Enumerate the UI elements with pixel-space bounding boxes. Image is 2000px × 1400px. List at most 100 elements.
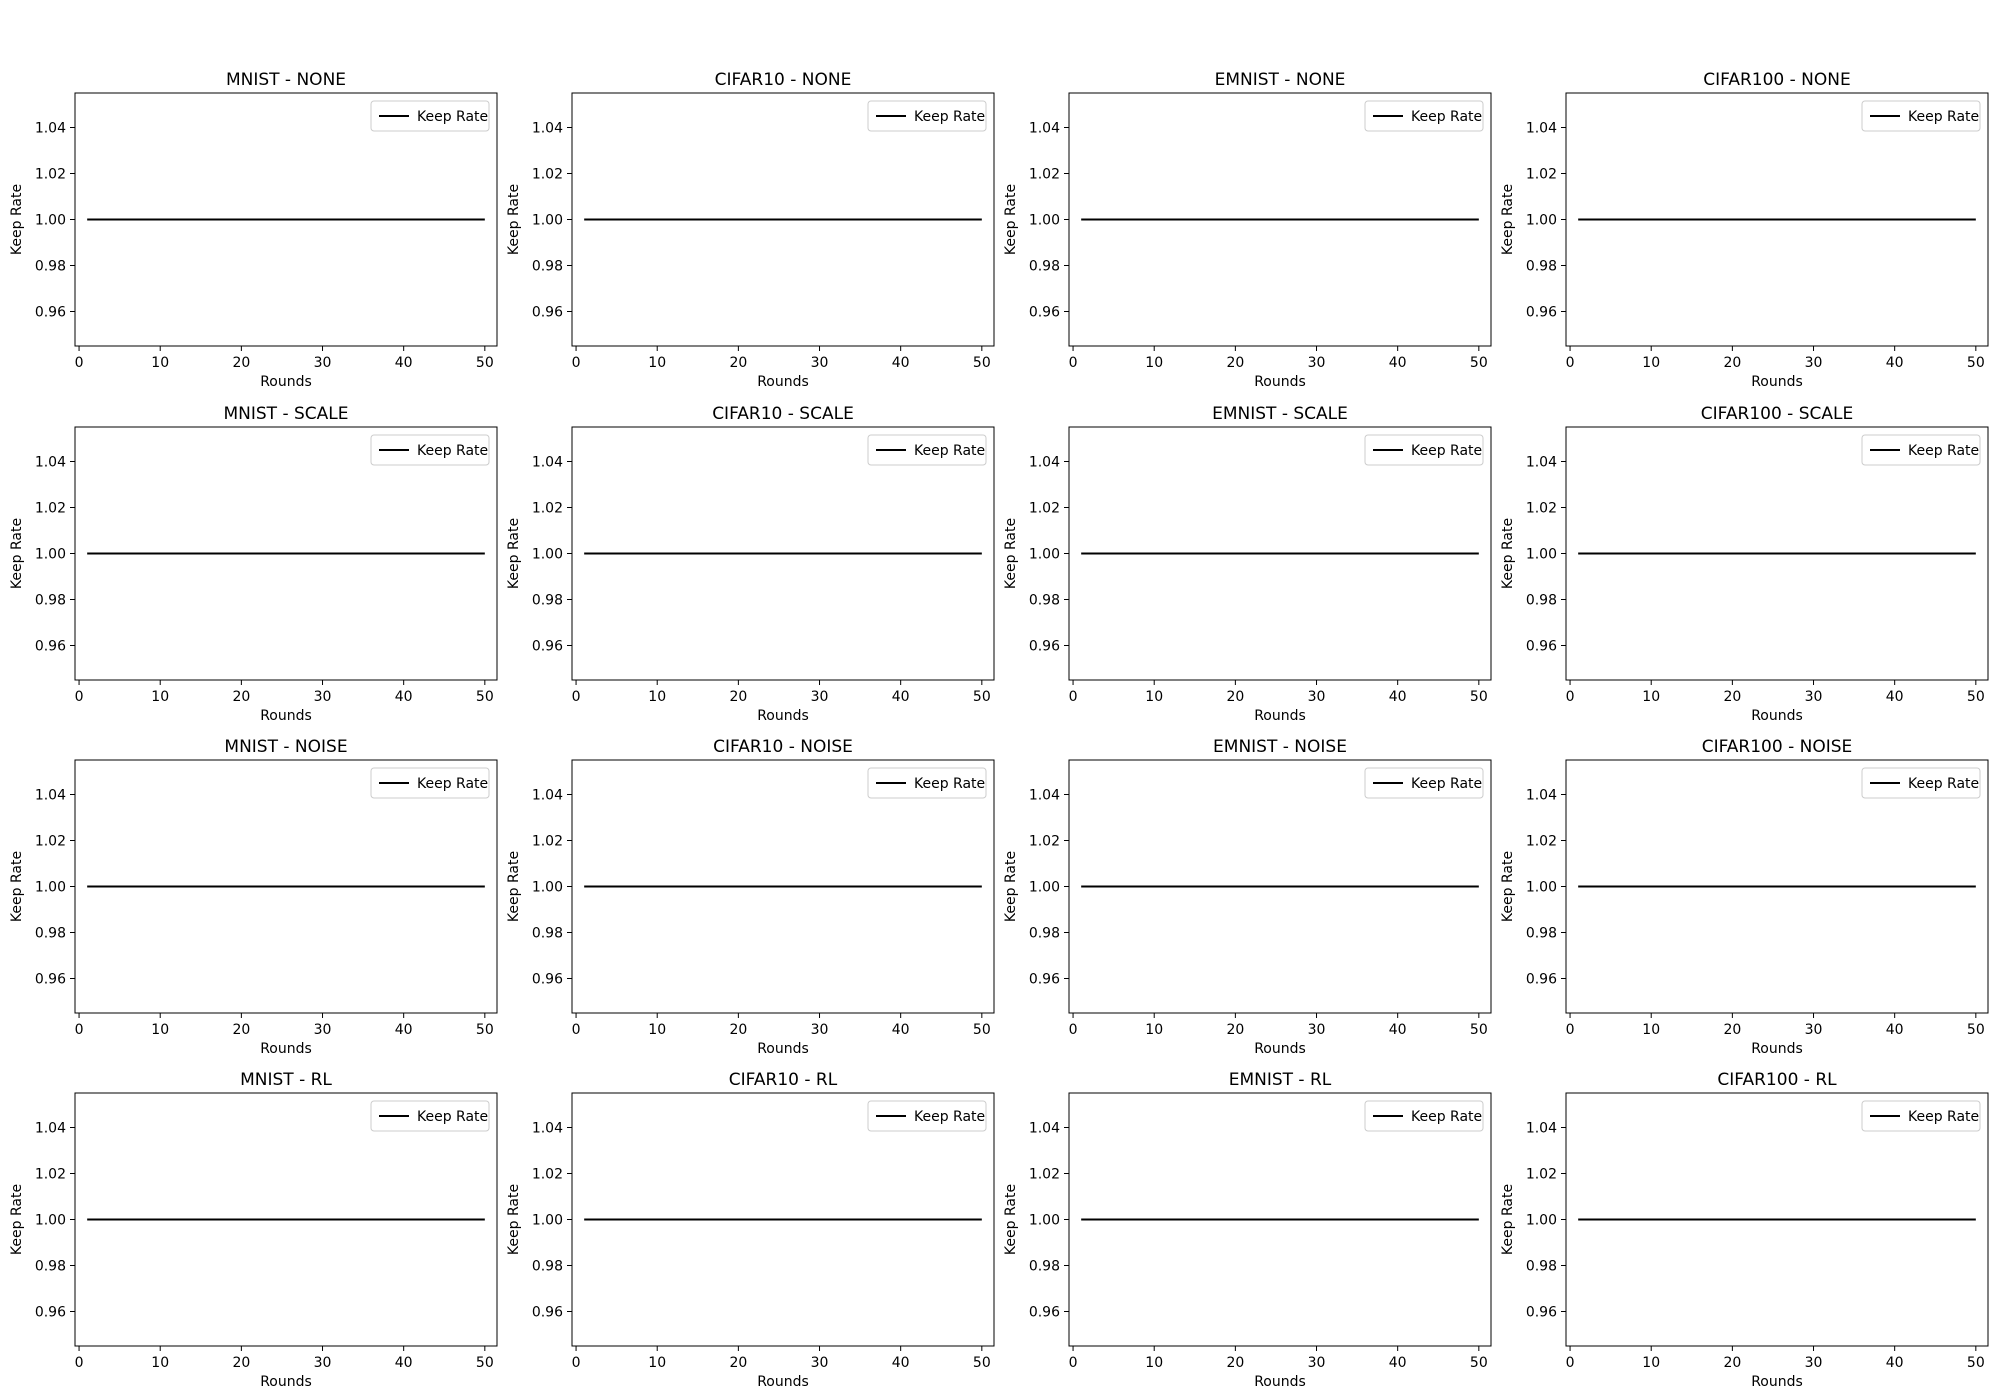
x-tick-label: 30 (811, 689, 829, 705)
x-tick-label: 10 (1642, 1022, 1660, 1038)
x-tick-label: 0 (75, 1022, 84, 1038)
legend-box (1364, 434, 1484, 466)
subplot: CIFAR100 - SCALE 0 10 20 30 40 50 0.96 0.98 1.00 1… (1500, 404, 1989, 724)
axes-frame (74, 426, 498, 681)
y-tick-label: 0.96 (532, 639, 563, 655)
axes-frame (571, 92, 995, 347)
subplot-title: CIFAR100 - RL (1717, 1070, 1837, 1090)
x-axis-label: Rounds (260, 1041, 312, 1057)
x-tick-label: 50 (1470, 689, 1488, 705)
legend: Keep Rate (867, 1100, 987, 1132)
legend: Keep Rate (1364, 434, 1484, 466)
x-tick-label: 30 (314, 1355, 332, 1371)
y-tick-label: 1.02 (1029, 167, 1060, 183)
y-tick-label: 1.02 (1526, 1167, 1557, 1183)
x-tick-label: 0 (1566, 355, 1575, 371)
y-tick-label: 0.96 (1526, 305, 1557, 321)
y-axis-label: Keep Rate (506, 184, 522, 255)
y-tick-label: 1.04 (1526, 1121, 1557, 1137)
x-tick-label: 0 (1069, 355, 1078, 371)
x-axis-label: Rounds (1254, 374, 1306, 390)
x-tick-label: 20 (1723, 355, 1741, 371)
y-tick-label: 1.00 (532, 213, 563, 229)
y-axis-label: Keep Rate (1500, 1184, 1516, 1255)
x-tick-label: 20 (1226, 689, 1244, 705)
y-tick-label: 0.98 (532, 1259, 563, 1275)
y-tick-label: 0.96 (35, 639, 66, 655)
y-tick-label: 1.02 (1526, 501, 1557, 517)
x-tick-label: 50 (1470, 1022, 1488, 1038)
y-tick-label: 1.00 (1526, 1213, 1557, 1229)
y-tick-label: 1.02 (35, 834, 66, 850)
legend: Keep Rate (1861, 1100, 1981, 1132)
y-tick-label: 1.02 (35, 501, 66, 517)
y-tick-label: 0.98 (1526, 926, 1557, 942)
x-tick-label: 50 (476, 689, 494, 705)
x-tick-label: 50 (1967, 1355, 1985, 1371)
axes-frame (1068, 92, 1492, 347)
x-tick-label: 0 (1566, 689, 1575, 705)
legend-box (370, 1100, 490, 1132)
x-tick-label: 50 (1967, 689, 1985, 705)
legend-label-keep-rate: Keep Rate (1411, 776, 1482, 792)
y-tick-label: 1.04 (1029, 788, 1060, 804)
legend-box (370, 767, 490, 799)
axes-frame (74, 1092, 498, 1347)
x-tick-label: 50 (973, 689, 991, 705)
legend: Keep Rate (1364, 767, 1484, 799)
x-tick-label: 30 (811, 1022, 829, 1038)
subplot-title: EMNIST - RL (1229, 1070, 1332, 1090)
legend: Keep Rate (370, 767, 490, 799)
y-axis-label: Keep Rate (1003, 184, 1019, 255)
y-tick-label: 1.04 (35, 788, 66, 804)
legend-box (1861, 767, 1981, 799)
y-tick-label: 1.00 (35, 1213, 66, 1229)
y-tick-label: 0.96 (1526, 972, 1557, 988)
x-tick-label: 30 (1308, 1022, 1326, 1038)
x-tick-label: 40 (395, 1355, 413, 1371)
x-tick-label: 30 (811, 1355, 829, 1371)
subplot: CIFAR10 - SCALE 0 10 20 30 40 50 0.96 0.98 1.00 1.… (506, 404, 995, 724)
y-tick-label: 1.02 (1029, 834, 1060, 850)
x-tick-label: 50 (476, 1355, 494, 1371)
x-tick-label: 30 (1308, 355, 1326, 371)
x-tick-label: 0 (1069, 1355, 1078, 1371)
legend-box (867, 1100, 987, 1132)
subplot: CIFAR100 - NOISE 0 10 20 30 40 50 0.96 0.98 1.00 1… (1500, 737, 1989, 1057)
y-tick-label: 1.00 (532, 880, 563, 896)
legend-box (867, 434, 987, 466)
x-tick-label: 20 (729, 1355, 747, 1371)
legend-label-keep-rate: Keep Rate (1908, 109, 1979, 125)
y-axis-label: Keep Rate (1003, 1184, 1019, 1255)
x-axis-label: Rounds (1751, 1041, 1803, 1057)
x-axis-label: Rounds (260, 374, 312, 390)
y-tick-label: 1.00 (35, 213, 66, 229)
axes-frame (1068, 426, 1492, 681)
legend: Keep Rate (370, 1100, 490, 1132)
y-tick-label: 1.00 (1526, 880, 1557, 896)
y-axis-label: Keep Rate (1500, 184, 1516, 255)
x-tick-label: 20 (729, 355, 747, 371)
x-tick-label: 20 (1226, 1022, 1244, 1038)
axes-frame (74, 759, 498, 1014)
x-tick-label: 20 (232, 689, 250, 705)
subplot: CIFAR100 - NONE 0 10 20 30 40 50 0.96 0.98 1.00 1.… (1500, 70, 1989, 390)
y-tick-label: 0.98 (35, 1259, 66, 1275)
x-axis-label: Rounds (1254, 1041, 1306, 1057)
y-axis-label: Keep Rate (506, 1184, 522, 1255)
x-tick-label: 20 (729, 1022, 747, 1038)
subplot-title: MNIST - NONE (226, 70, 346, 90)
y-tick-label: 1.02 (532, 167, 563, 183)
y-tick-label: 1.04 (1526, 121, 1557, 137)
legend: Keep Rate (867, 434, 987, 466)
legend-label-keep-rate: Keep Rate (1908, 1109, 1979, 1125)
legend-box (867, 100, 987, 132)
subplot: EMNIST - RL 0 10 20 30 40 50 0.96 0.98 1.00 1.02 1.… (1003, 1070, 1492, 1390)
x-tick-label: 20 (232, 1022, 250, 1038)
y-tick-label: 0.98 (1526, 593, 1557, 609)
subplot-title: CIFAR100 - NONE (1703, 70, 1851, 90)
x-tick-label: 20 (1226, 1355, 1244, 1371)
x-tick-label: 40 (892, 689, 910, 705)
subplot-title: EMNIST - NONE (1215, 70, 1346, 90)
